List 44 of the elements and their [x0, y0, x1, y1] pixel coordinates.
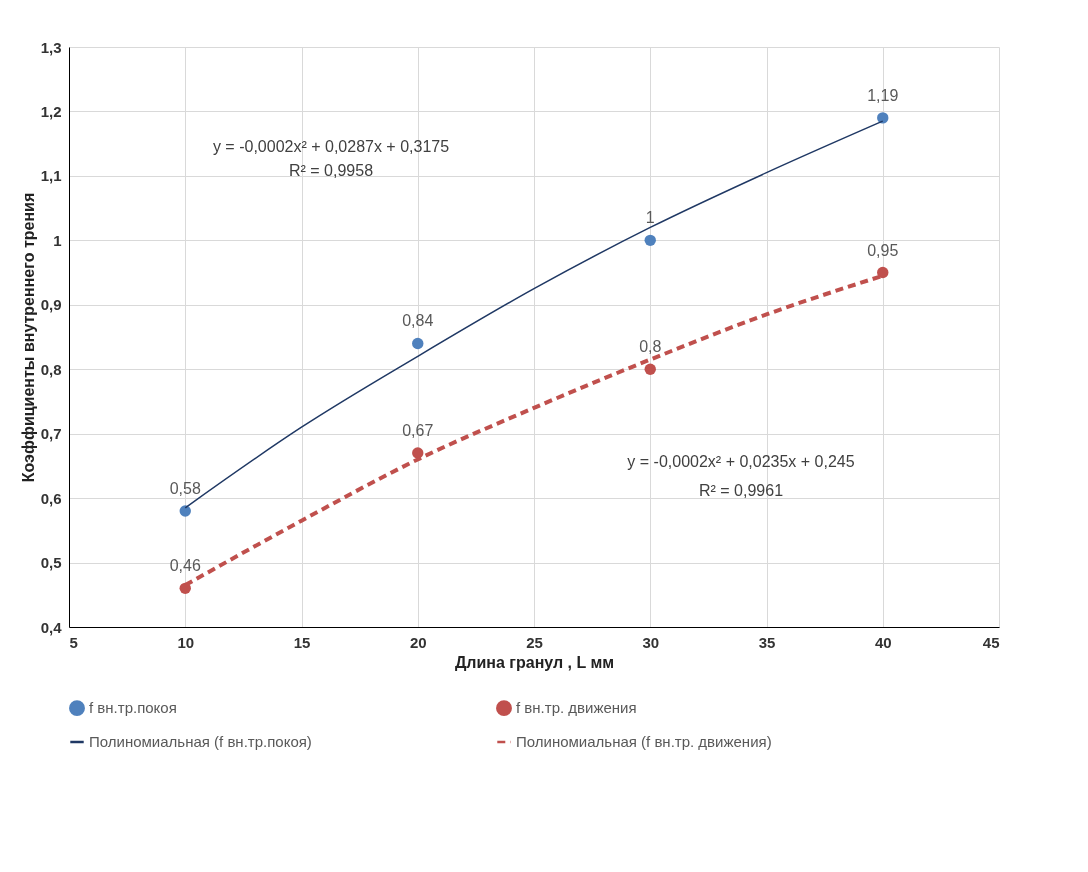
legend-label: f вн.тр.покоя — [89, 699, 177, 717]
legend-label: Полиномиальная (f вн.тр.покоя) — [89, 733, 312, 750]
legend-label: f вн.тр. движения — [516, 699, 637, 717]
point — [179, 505, 191, 517]
data-label: 0,67 — [402, 422, 434, 439]
data-label: 0,58 — [169, 480, 201, 497]
x-tick-label: 35 — [758, 633, 776, 651]
y-tick-label: 0,7 — [40, 425, 62, 443]
annotation: y = -0,0002x² + 0,0235x + 0,245 — [627, 453, 855, 470]
point — [412, 337, 424, 350]
x-tick-label: 15 — [293, 633, 311, 651]
x-tick-label: 40 — [874, 633, 892, 651]
annotation: y = -0,0002x² + 0,0287x + 0,3175 — [212, 138, 450, 155]
x-tick-label: 30 — [642, 633, 660, 651]
x-tick-label: 10 — [177, 633, 195, 651]
data-label: 0,46 — [169, 557, 201, 575]
data-label: 0,8 — [639, 338, 662, 356]
data-label: 1 — [645, 209, 655, 227]
annotation: R² = 0,9961 — [698, 482, 784, 499]
legend-label: Полиномиальная (f вн.тр. движения) — [516, 733, 772, 750]
y-tick-label: 0,4 — [40, 618, 63, 636]
point — [412, 447, 424, 459]
y-tick-label: 1 — [53, 231, 62, 249]
y-tick-label: 0,5 — [40, 554, 62, 572]
y-axis-title: Коэффициенты внутреннего трения — [19, 192, 37, 483]
point — [644, 234, 656, 247]
x-tick-label: 20 — [409, 633, 427, 651]
data-label: 0,84 — [402, 312, 434, 330]
y-tick-label: 1,2 — [40, 102, 62, 120]
data-label: 1,19 — [867, 86, 899, 104]
y-tick-label: 0,9 — [40, 296, 62, 314]
annotation: R² = 0,9958 — [288, 162, 374, 179]
x-axis-title: Длина гранул , L мм — [454, 653, 615, 671]
data-label: 0,95 — [867, 241, 899, 259]
y-tick-label: 1,3 — [40, 38, 62, 56]
x-tick-label: 25 — [526, 633, 543, 651]
y-tick-label: 0,6 — [40, 489, 62, 507]
x-tick-label: 5 — [69, 633, 78, 651]
y-tick-label: 1,1 — [40, 167, 62, 185]
x-tick-label: 45 — [982, 633, 1000, 651]
point — [877, 112, 889, 124]
point — [877, 266, 889, 279]
point — [644, 363, 656, 375]
y-tick-label: 0,8 — [40, 360, 62, 378]
